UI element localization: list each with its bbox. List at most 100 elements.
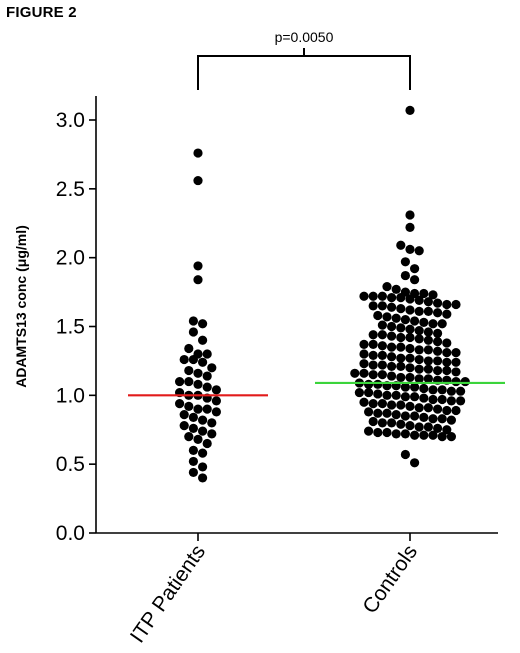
data-point xyxy=(405,210,415,220)
data-point xyxy=(364,387,374,398)
data-point xyxy=(414,354,424,365)
data-point xyxy=(387,352,397,362)
data-point xyxy=(405,324,415,334)
data-point xyxy=(198,335,208,345)
data-point xyxy=(428,414,438,424)
data-point xyxy=(410,382,420,392)
data-point xyxy=(405,294,415,304)
data-point xyxy=(179,410,189,420)
data-point xyxy=(433,308,443,318)
data-point xyxy=(460,376,470,387)
data-point xyxy=(198,448,208,458)
data-point xyxy=(198,319,208,329)
data-point xyxy=(451,299,461,310)
significance-bracket: p=0.0050 xyxy=(197,29,411,90)
data-point xyxy=(410,411,420,421)
data-point xyxy=(437,432,447,442)
data-point xyxy=(382,390,392,400)
data-point xyxy=(188,354,198,365)
data-point xyxy=(405,332,415,343)
data-point xyxy=(382,281,392,292)
data-point xyxy=(387,361,397,372)
data-point xyxy=(437,414,447,424)
x-tick-label: Controls xyxy=(358,541,422,618)
figure-label: FIGURE 2 xyxy=(6,4,77,21)
data-point xyxy=(428,430,438,440)
data-points xyxy=(175,105,470,483)
data-point xyxy=(211,407,221,417)
data-point xyxy=(377,370,387,380)
data-point xyxy=(387,418,397,428)
data-point xyxy=(442,357,452,367)
data-point xyxy=(405,343,415,354)
data-point xyxy=(405,353,415,363)
data-point xyxy=(396,372,406,383)
data-point xyxy=(446,415,456,425)
data-point xyxy=(423,297,433,307)
data-point xyxy=(414,364,424,374)
data-point xyxy=(373,389,383,399)
data-point xyxy=(414,334,424,344)
data-point xyxy=(400,392,410,402)
y-tick-label: 2.5 xyxy=(56,178,85,201)
data-point xyxy=(423,422,433,432)
data-point xyxy=(179,421,189,431)
data-point xyxy=(419,430,429,440)
data-point xyxy=(368,416,378,427)
data-point xyxy=(359,349,369,359)
data-point xyxy=(193,275,203,285)
data-point xyxy=(364,407,374,417)
data-point xyxy=(396,353,406,363)
data-point xyxy=(442,425,452,435)
data-point xyxy=(442,338,452,348)
data-point xyxy=(405,363,415,373)
x-tick-label: ITP Patients xyxy=(126,541,210,648)
data-point xyxy=(456,386,466,396)
data-point xyxy=(428,290,438,300)
data-point xyxy=(428,319,438,329)
data-point xyxy=(442,309,452,319)
data-point xyxy=(198,426,208,436)
data-point xyxy=(405,305,415,315)
data-point xyxy=(387,371,397,381)
y-tick-label: 1.0 xyxy=(56,384,85,407)
data-point xyxy=(414,403,424,413)
data-point xyxy=(396,304,406,314)
data-point xyxy=(382,408,392,418)
data-point xyxy=(405,244,415,255)
data-point xyxy=(377,320,387,330)
data-point xyxy=(391,284,401,294)
data-point xyxy=(410,316,420,326)
data-point xyxy=(437,385,447,395)
data-point xyxy=(198,357,208,367)
data-point xyxy=(400,270,410,281)
data-point xyxy=(359,291,369,301)
data-point xyxy=(442,299,452,310)
data-point xyxy=(364,426,374,436)
data-point xyxy=(382,427,392,438)
data-point xyxy=(414,374,424,384)
data-point xyxy=(207,418,217,428)
data-point xyxy=(373,427,383,438)
data-point xyxy=(419,317,429,327)
data-point xyxy=(179,354,189,365)
data-point xyxy=(368,301,378,311)
data-point xyxy=(410,392,420,402)
data-point xyxy=(387,342,397,352)
data-point xyxy=(364,379,374,389)
data-point xyxy=(396,419,406,429)
data-point xyxy=(442,365,452,376)
data-point xyxy=(184,376,194,387)
y-tick-label: 1.5 xyxy=(56,316,85,339)
data-point xyxy=(377,398,387,409)
data-point xyxy=(405,222,415,232)
data-point xyxy=(423,374,433,384)
data-point xyxy=(193,261,203,271)
data-point xyxy=(414,326,424,336)
data-point xyxy=(400,257,410,267)
data-point xyxy=(387,292,397,303)
data-point xyxy=(193,148,203,158)
data-point xyxy=(350,368,360,378)
data-point xyxy=(433,346,443,356)
